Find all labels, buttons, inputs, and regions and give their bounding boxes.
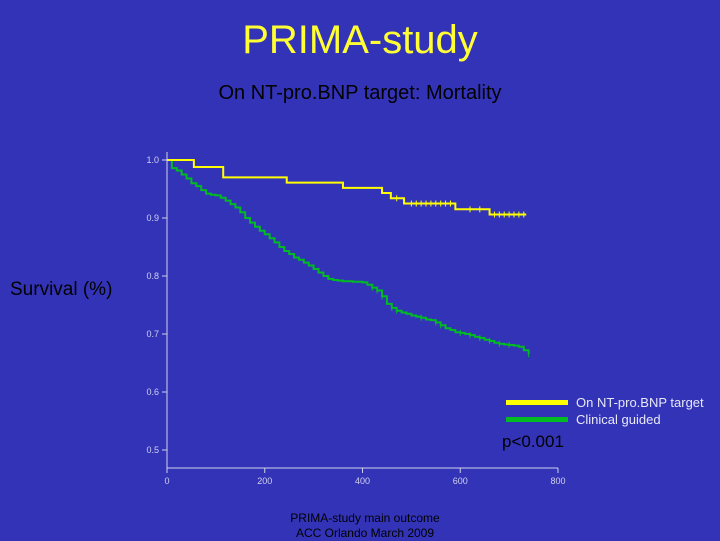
x-tick-label: 800	[550, 476, 565, 486]
page-title: PRIMA-study	[242, 18, 478, 62]
y-tick-label: 0.7	[146, 329, 159, 339]
p-value: p<0.001	[502, 432, 564, 451]
y-tick-label: 0.5	[146, 445, 159, 455]
y-axis-label: Survival (%)	[10, 279, 113, 300]
footer-line-2: ACC Orlando March 2009	[295, 526, 435, 540]
clinical-guided-line	[167, 159, 530, 355]
legend-entry: Clinical guided	[506, 411, 704, 428]
chart-axes: 1.0 0.9 0.8 0.7 0.6 0.5 0 200 400 600 800	[146, 152, 566, 486]
legend-label-target: On NT-pro.BNP target	[576, 395, 704, 410]
footer-line-1: PRIMA-study main outcome	[290, 511, 440, 525]
x-tick-label: 400	[355, 476, 370, 486]
legend-swatch-target	[506, 400, 568, 405]
chart-legend: On NT-pro.BNP target Clinical guided	[506, 394, 704, 428]
chart-series	[167, 159, 530, 358]
y-tick-label: 0.9	[146, 213, 159, 223]
legend-label-clinical: Clinical guided	[576, 412, 661, 427]
legend-entry: On NT-pro.BNP target	[506, 394, 704, 411]
x-tick-label: 0	[164, 476, 169, 486]
y-tick-label: 0.8	[146, 271, 159, 281]
footer-note: PRIMA-study main outcome ACC Orlando Mar…	[265, 511, 465, 541]
x-tick-label: 600	[453, 476, 468, 486]
legend-swatch-clinical	[506, 417, 568, 422]
y-tick-label: 0.6	[146, 387, 159, 397]
chart-subtitle: On NT-pro.BNP target: Mortality	[218, 82, 502, 104]
y-tick-label: 1.0	[146, 155, 159, 165]
nt-probnp-target-line	[167, 159, 527, 216]
x-tick-label: 200	[257, 476, 272, 486]
